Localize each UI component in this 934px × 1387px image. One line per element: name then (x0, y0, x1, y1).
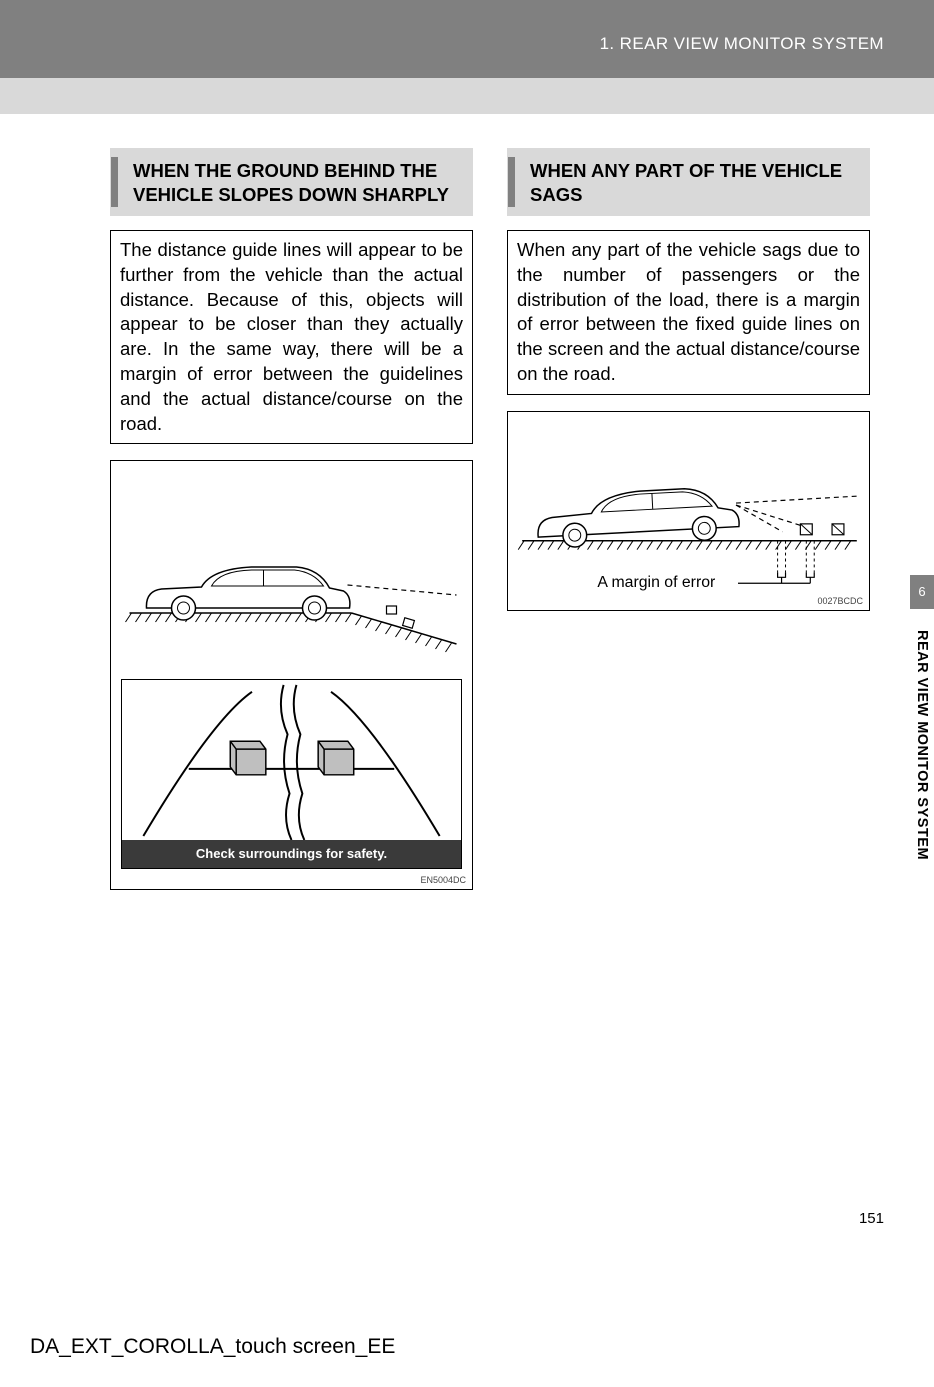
section-header-left: WHEN THE GROUND BEHIND THE VEHICLE SLOPE… (110, 148, 473, 216)
footer-doc-id: DA_EXT_COROLLA_touch screen_EE (30, 1335, 395, 1359)
section-title-left: WHEN THE GROUND BEHIND THE VEHICLE SLOPE… (133, 157, 462, 207)
info-box-left: The distance guide lines will appear to … (110, 230, 473, 444)
left-column: WHEN THE GROUND BEHIND THE VEHICLE SLOPE… (110, 148, 473, 890)
section-marker (508, 157, 515, 207)
figure-monitor-view: Check surroundings for safety. (121, 679, 462, 869)
figure-car-slope (111, 461, 472, 661)
section-header-right: WHEN ANY PART OF THE VEHICLE SAGS (507, 148, 870, 216)
header-bar: 1. REAR VIEW MONITOR SYSTEM (0, 0, 934, 78)
section-marker (111, 157, 118, 207)
margin-label-svg: A margin of error (597, 574, 716, 591)
chapter-tab: 6 (910, 575, 934, 609)
section-title-right: WHEN ANY PART OF THE VEHICLE SAGS (530, 157, 859, 207)
breadcrumb: 1. REAR VIEW MONITOR SYSTEM (600, 34, 884, 54)
figure-code-left: EN5004DC (420, 875, 466, 885)
safety-warning-strip: Check surroundings for safety. (122, 840, 461, 868)
page-number: 151 (859, 1210, 884, 1227)
figure-code-right: 0027BCDC (817, 596, 863, 606)
content-columns: WHEN THE GROUND BEHIND THE VEHICLE SLOPE… (110, 148, 870, 890)
info-box-right: When any part of the vehicle sags due to… (507, 230, 870, 395)
right-column: WHEN ANY PART OF THE VEHICLE SAGS When a… (507, 148, 870, 890)
figure-slope-down: Check surroundings for safety. EN5004DC (110, 460, 473, 890)
sub-header-bar (0, 78, 934, 114)
figure-vehicle-sags: A margin of error 0027BCDC (507, 411, 870, 611)
chapter-side-title: REAR VIEW MONITOR SYSTEM (914, 630, 930, 860)
